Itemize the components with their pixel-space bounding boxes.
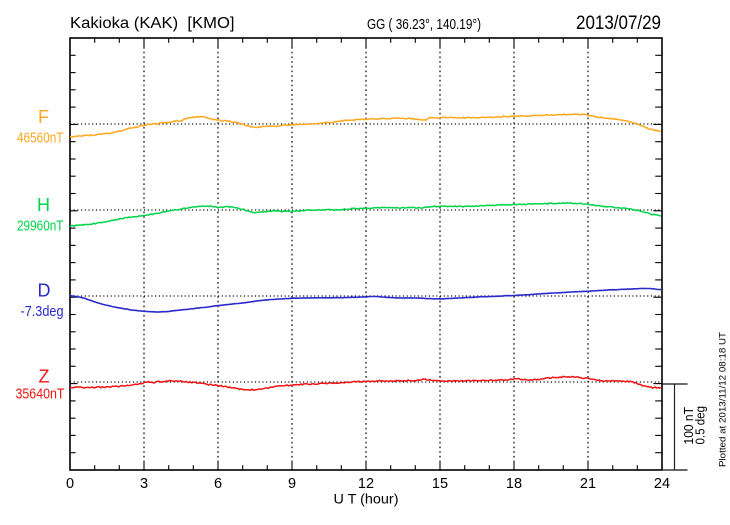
svg-text:9: 9 (288, 476, 296, 492)
svg-text:35640nT: 35640nT (16, 386, 65, 402)
svg-text:18: 18 (506, 476, 522, 492)
svg-text:0.5 deg: 0.5 deg (693, 406, 708, 445)
svg-text:Kakioka (KAK) [KMO]: Kakioka (KAK) [KMO] (70, 15, 235, 32)
svg-text:GG ( 36.23°, 140.19°): GG ( 36.23°, 140.19°) (367, 17, 481, 33)
svg-text:0: 0 (66, 476, 74, 492)
svg-text:3: 3 (140, 476, 148, 492)
svg-text:21: 21 (580, 476, 596, 492)
svg-text:24: 24 (654, 476, 670, 492)
svg-text:2013/07/29: 2013/07/29 (576, 13, 661, 34)
svg-text:F: F (38, 107, 49, 127)
svg-text:29960nT: 29960nT (17, 218, 64, 234)
svg-text:-7.3deg: -7.3deg (21, 304, 64, 320)
svg-text:6: 6 (214, 476, 222, 492)
svg-text:Z: Z (39, 367, 50, 387)
svg-text:H: H (37, 195, 50, 215)
svg-text:Plotted at 2013/11/12 08:18 UT: Plotted at 2013/11/12 08:18 UT (718, 332, 729, 467)
svg-text:12: 12 (358, 476, 374, 492)
svg-text:15: 15 (432, 476, 448, 492)
svg-text:D: D (38, 281, 51, 301)
svg-text:46560nT: 46560nT (17, 130, 64, 146)
svg-text:100 nT: 100 nT (681, 407, 696, 445)
svg-text:U T (hour): U T (hour) (334, 491, 399, 507)
